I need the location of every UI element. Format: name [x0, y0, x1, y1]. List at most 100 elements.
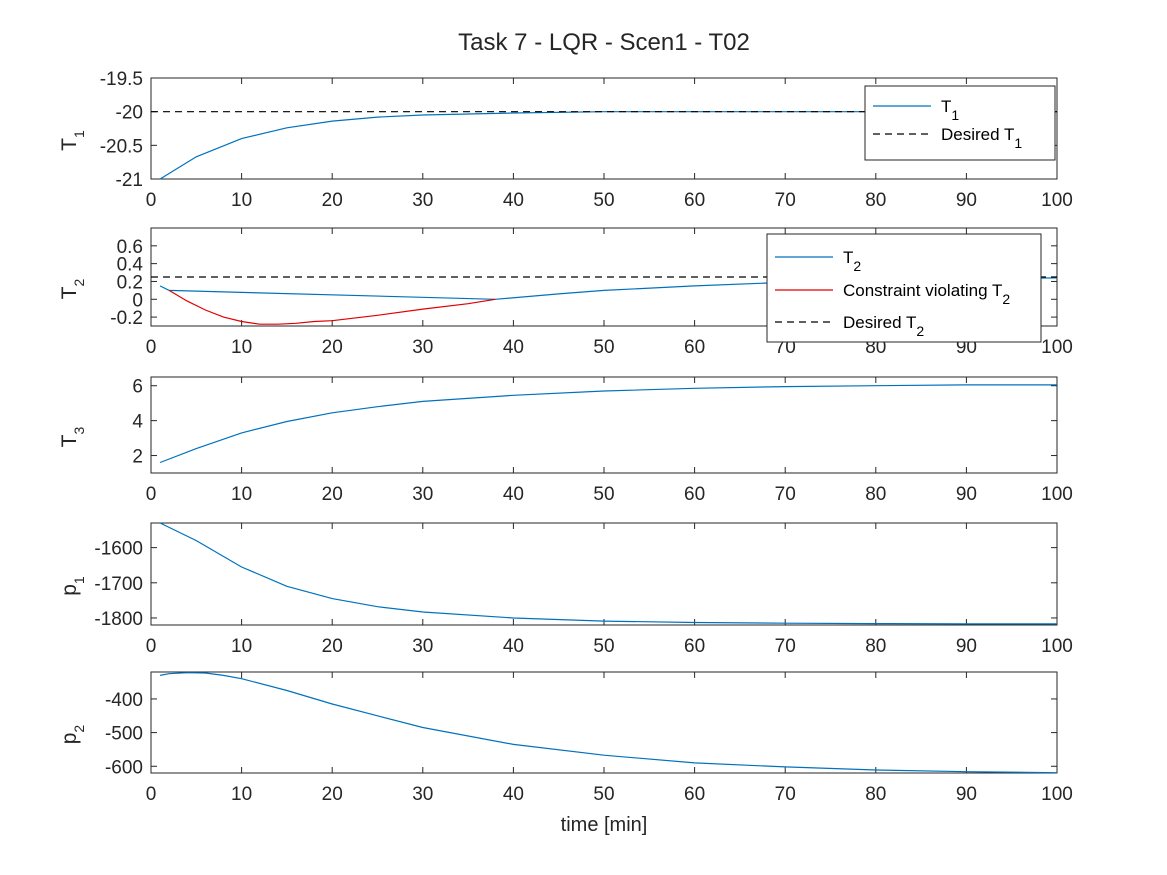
subplot-2: 0 10 20 30 40 50 60 70 80 90 100-0.200.20.40.6T2T2…: [58, 227, 1073, 358]
x-tick-label: 60: [684, 337, 705, 358]
x-tick-label: 50: [593, 190, 614, 211]
y-tick-label: 0: [132, 290, 143, 311]
x-tick-label: 50: [593, 636, 614, 657]
x-tick-label: 10: [231, 484, 252, 505]
x-tick-label: 40: [503, 337, 524, 358]
x-tick-label: 40: [503, 784, 524, 805]
x-tick-label: 80: [865, 484, 886, 505]
x-tick-label: 40: [503, 484, 524, 505]
y-tick-label: -1600: [94, 539, 143, 560]
series-line: [159, 672, 1058, 774]
x-tick-label: 100: [1041, 337, 1073, 358]
x-tick-label: 90: [956, 190, 977, 211]
y-axis-label: T3: [58, 426, 87, 447]
legend: T2 Constraint violating T2 Desired T2: [766, 233, 1042, 343]
legend-entry: T2: [843, 248, 861, 274]
x-tick-label: 20: [322, 337, 343, 358]
x-tick-label: 100: [1041, 484, 1073, 505]
x-tick-label: 0: [146, 484, 157, 505]
y-axis-label: T1: [58, 130, 87, 151]
legend-box: [766, 233, 1042, 343]
y-tick-label: 0.2: [117, 272, 143, 293]
y-axis-label: p1: [58, 576, 87, 596]
y-tick-label: -21: [116, 170, 143, 191]
x-tick-label: 30: [412, 190, 433, 211]
x-tick-label: 70: [775, 636, 796, 657]
legend-entry: Desired T1: [941, 125, 1022, 151]
legend-entry: T1: [941, 97, 959, 123]
x-tick-label: 20: [322, 484, 343, 505]
y-tick-label: 6: [132, 377, 143, 398]
figure-title: Task 7 - LQR - Scen1 - T02: [458, 29, 750, 56]
x-tick-label: 80: [865, 190, 886, 211]
axes-box: [150, 376, 1058, 474]
x-tick-label: 20: [322, 784, 343, 805]
x-tick-label: 60: [684, 636, 705, 657]
series-line: [159, 522, 1057, 625]
x-tick-label: 100: [1041, 190, 1073, 211]
y-tick-label: -600: [105, 757, 143, 778]
x-tick-label: 80: [865, 784, 886, 805]
x-tick-label: 90: [956, 484, 977, 505]
x-tick-label: 90: [956, 636, 977, 657]
legend-box: [864, 85, 1056, 161]
x-tick-label: 0: [146, 337, 157, 358]
y-tick-label: -500: [105, 724, 143, 745]
x-tick-label: 70: [775, 484, 796, 505]
x-tick-label: 50: [593, 484, 614, 505]
x-tick-label: 100: [1041, 636, 1073, 657]
x-tick-label: 10: [231, 337, 252, 358]
series-line: [168, 289, 496, 325]
y-tick-label: -20.5: [100, 136, 143, 157]
y-tick-label: 2: [132, 447, 143, 468]
y-tick-label: 4: [132, 412, 143, 433]
x-tick-label: 30: [412, 784, 433, 805]
x-tick-label: 100: [1041, 784, 1073, 805]
subplot-1: 0 10 20 30 40 50 60 70 80 90 100 -21 -20.5 -20 -19.5 T1…: [58, 69, 1073, 211]
y-tick-label: 0.6: [117, 237, 143, 258]
y-tick-label: -1700: [94, 574, 143, 595]
x-tick-label: 90: [956, 784, 977, 805]
x-tick-label: 80: [865, 636, 886, 657]
x-tick-label: 30: [412, 636, 433, 657]
y-axis-label: T2: [58, 278, 87, 299]
x-tick-label: 0: [146, 636, 157, 657]
y-tick-label: -400: [105, 690, 143, 711]
x-tick-label: 50: [593, 784, 614, 805]
x-tick-label: 60: [684, 190, 705, 211]
x-tick-label: 50: [593, 337, 614, 358]
x-tick-label: 0: [146, 190, 157, 211]
x-tick-label: 10: [231, 190, 252, 211]
y-tick-label: -19.5: [100, 69, 143, 90]
x-tick-label: 0: [146, 784, 157, 805]
x-tick-label: 30: [412, 484, 433, 505]
axes-box: [150, 671, 1058, 774]
series-line: [159, 384, 1057, 464]
y-tick-label: -20: [116, 103, 143, 124]
subplot-5: 0 10 20 30 40 50 60 70 80 90 100 -600 -500 -400 p2: [58, 671, 1073, 805]
x-tick-label: 10: [231, 784, 252, 805]
y-tick-label: -0.2: [110, 308, 143, 329]
x-tick-label: 40: [503, 190, 524, 211]
x-tick-label: 70: [775, 190, 796, 211]
x-tick-label: 30: [412, 337, 433, 358]
x-tick-label: 40: [503, 636, 524, 657]
y-axis-label: p2: [58, 725, 87, 745]
x-tick-label: 70: [775, 784, 796, 805]
legend-entry: Desired T2: [843, 313, 924, 339]
x-axis-label: time [min]: [561, 814, 648, 836]
subplot-stack: 0 10 20 30 40 50 60 70 80 90 100-21-20.5-20-19.5T1…: [58, 69, 1073, 805]
x-tick-label: 20: [322, 636, 343, 657]
y-tick-label: -1800: [94, 609, 143, 630]
x-tick-label: 20: [322, 190, 343, 211]
subplot-4: 0 10 20 30 40 50 60 70 80 90 100 -1800 -1700 -1600 p1: [58, 522, 1073, 657]
x-tick-label: 60: [684, 484, 705, 505]
x-tick-label: 60: [684, 784, 705, 805]
x-tick-label: 10: [231, 636, 252, 657]
subplot-3: 0 10 20 30 40 50 60 70 80 90 100 2 4 6 T3: [58, 376, 1073, 505]
legend-entry: Constraint violating T2: [843, 281, 1010, 307]
axes-box: [150, 522, 1058, 626]
y-tick-label: 0.4: [117, 255, 144, 276]
